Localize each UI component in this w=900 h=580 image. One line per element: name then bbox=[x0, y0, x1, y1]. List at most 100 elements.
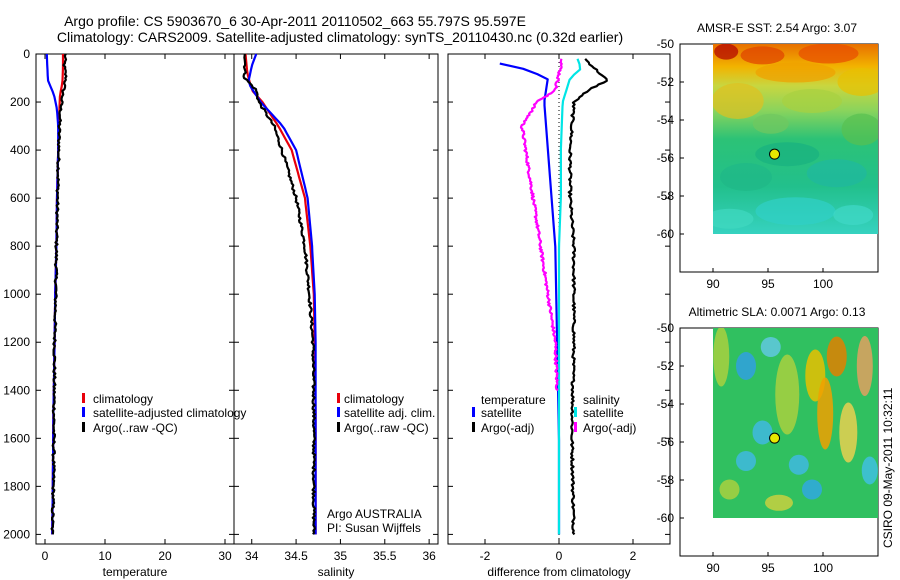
y-tick-label: -56 bbox=[657, 435, 675, 449]
y-tick-label: 2000 bbox=[3, 527, 30, 541]
sst-map-panel: 90 95 100 -50 -52 -54 -56 -58 -60 bbox=[657, 37, 879, 291]
legend-label-argo: Argo(..raw -QC) bbox=[93, 421, 178, 435]
x-tick-label: 100 bbox=[813, 277, 833, 291]
x-axis-label: salinity bbox=[318, 565, 355, 579]
x-tick-label: 95 bbox=[761, 277, 775, 291]
sst-patch bbox=[755, 62, 836, 83]
y-tick-label: -60 bbox=[657, 511, 675, 525]
legend-label-argo: Argo(..raw -QC) bbox=[344, 421, 429, 435]
sst-patch bbox=[782, 89, 842, 113]
x-tick-label: 0 bbox=[556, 549, 563, 563]
float-info-line2: PI: Susan Wijffels bbox=[327, 521, 421, 535]
sla-patch bbox=[802, 479, 822, 500]
sla-patch bbox=[765, 494, 793, 511]
legend-label-climatology: climatology bbox=[93, 392, 153, 406]
sla-patch bbox=[752, 420, 773, 445]
sla-map-panel: 90 95 100 -50 -52 -54 -56 -58 -60 bbox=[657, 321, 879, 575]
sst-patch bbox=[713, 208, 754, 229]
x-tick-label: 30 bbox=[218, 549, 232, 563]
legend-group-title-salinity: salinity bbox=[583, 393, 620, 407]
legend-swatch-satellite bbox=[82, 407, 85, 417]
sst-patch bbox=[755, 142, 820, 167]
x-tick-label: 95 bbox=[761, 561, 775, 575]
sst-patch bbox=[841, 113, 878, 146]
y-tick-label: -56 bbox=[657, 151, 675, 165]
sst-patch bbox=[752, 113, 789, 134]
x-tick-label: 90 bbox=[706, 277, 720, 291]
sla-patch bbox=[713, 328, 730, 387]
timestamp-stamp: CSIRO 09-May-2011 10:32:11 bbox=[881, 387, 895, 548]
series-line-temperature-argo-adj- bbox=[567, 58, 608, 536]
x-tick-label: -2 bbox=[480, 549, 491, 563]
x-tick-label: 90 bbox=[706, 561, 720, 575]
sst-patch bbox=[740, 46, 785, 65]
sst-patch bbox=[714, 44, 739, 60]
legend-swatch-climatology bbox=[82, 393, 85, 403]
sla-patch bbox=[760, 337, 781, 357]
x-tick-label: 100 bbox=[813, 561, 833, 575]
x-axis-label: temperature bbox=[103, 565, 168, 579]
legend-swatch-sal-argo bbox=[574, 422, 577, 432]
sla-patch bbox=[788, 454, 809, 475]
series-line-argo-raw-qc- bbox=[242, 53, 317, 535]
sla-patch bbox=[826, 336, 847, 377]
sst-patch bbox=[755, 197, 836, 226]
legend-label-temp-argo: Argo(-adj) bbox=[481, 421, 534, 435]
legend-swatch-sal-satellite bbox=[574, 407, 577, 417]
x-tick-label: 20 bbox=[158, 549, 172, 563]
legend-swatch-climatology bbox=[337, 393, 340, 403]
legend-swatch-satellite bbox=[337, 407, 340, 417]
figure-title-line1: Argo profile: CS 5903670_6 30-Apr-2011 2… bbox=[64, 13, 526, 29]
temperature-panel: 0 10 20 30 0 200 400 600 800 1000 1200 1400 1600 1800… bbox=[3, 47, 235, 579]
y-tick-label: 1800 bbox=[3, 479, 30, 493]
y-tick-label: -52 bbox=[657, 75, 675, 89]
y-tick-label: 1400 bbox=[3, 383, 30, 397]
sst-patch bbox=[713, 83, 764, 119]
y-tick-label: 1200 bbox=[3, 335, 30, 349]
sla-patch bbox=[817, 377, 834, 450]
sst-map-title: AMSR-E SST: 2.54 Argo: 3.07 bbox=[697, 21, 857, 35]
y-tick-label: -58 bbox=[657, 189, 675, 203]
sst-patch bbox=[720, 163, 772, 191]
legend-swatch-temp-argo bbox=[472, 422, 475, 432]
y-tick-label: -54 bbox=[657, 397, 675, 411]
legend-label-sal-argo: Argo(-adj) bbox=[583, 421, 636, 435]
sst-patch bbox=[833, 205, 874, 225]
float-info-line1: Argo AUSTRALIA bbox=[327, 507, 422, 521]
series-line-argo-raw-qc- bbox=[50, 53, 68, 535]
sst-patch bbox=[806, 159, 867, 188]
sla-heatmap-field bbox=[713, 328, 878, 518]
sla-map-title: Altimetric SLA: 0.0071 Argo: 0.13 bbox=[689, 305, 866, 319]
argo-position-marker bbox=[769, 432, 781, 444]
series-line-salinity-satellite bbox=[557, 58, 582, 535]
sla-patch bbox=[719, 479, 740, 500]
x-tick-label: 35 bbox=[334, 549, 348, 563]
salinity-panel: 34 34.5 35 35.5 36 salinity bbox=[233, 53, 439, 579]
sla-patch bbox=[736, 352, 756, 380]
salinity-legend: climatology satellite adj. clim. Argo(..… bbox=[327, 392, 435, 535]
legend-swatch-argo bbox=[82, 422, 85, 432]
legend-label-satellite: satellite adj. clim. bbox=[344, 406, 435, 420]
y-tick-label: 600 bbox=[10, 191, 30, 205]
figure-title-line2: Climatology: CARS2009. Satellite-adjuste… bbox=[57, 29, 623, 45]
sst-patch bbox=[798, 44, 859, 64]
legend-swatch-argo bbox=[337, 422, 340, 432]
x-tick-label: 36 bbox=[422, 549, 436, 563]
sla-patch bbox=[861, 456, 878, 485]
x-tick-label: 10 bbox=[98, 549, 112, 563]
legend-label-climatology: climatology bbox=[344, 392, 404, 406]
y-tick-label: -50 bbox=[657, 321, 675, 335]
sst-heatmap-field bbox=[713, 44, 878, 234]
y-tick-label: -52 bbox=[657, 359, 675, 373]
y-tick-label: 1600 bbox=[3, 431, 30, 445]
y-tick-label: -60 bbox=[657, 227, 675, 241]
sla-patch bbox=[839, 402, 858, 463]
y-tick-label: 200 bbox=[10, 95, 30, 109]
sla-patch bbox=[856, 336, 873, 396]
y-tick-label: -58 bbox=[657, 473, 675, 487]
legend-label-temp-satellite: satellite bbox=[481, 406, 522, 420]
sla-patch bbox=[775, 354, 800, 435]
x-tick-label: 35.5 bbox=[373, 549, 397, 563]
